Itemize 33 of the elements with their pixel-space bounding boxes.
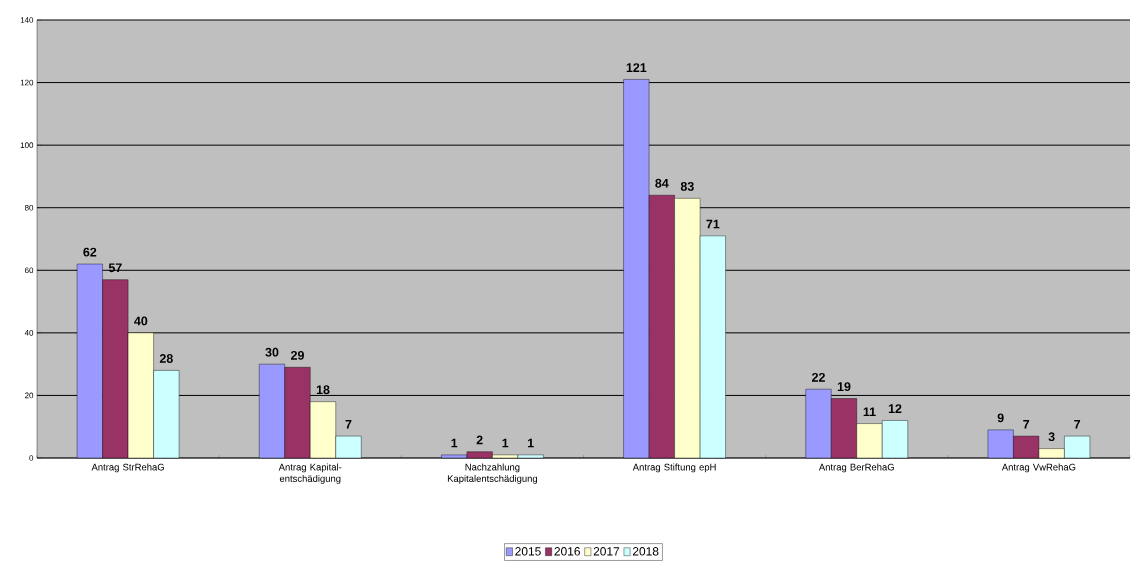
data-label: 40 <box>134 316 148 326</box>
x-tick-label: Antrag BerRehaG <box>818 463 894 473</box>
data-label: 22 <box>812 372 825 382</box>
legend-label: 2015 <box>515 547 541 556</box>
data-label: 7 <box>345 420 352 429</box>
data-label: 11 <box>863 407 876 417</box>
data-label: 84 <box>655 178 669 188</box>
legend-label: 2018 <box>632 547 659 556</box>
data-label: 19 <box>837 382 851 392</box>
data-label: 18 <box>316 385 330 395</box>
data-label: 1 <box>527 438 534 448</box>
legend-label: 2016 <box>554 547 580 556</box>
data-label: 121 <box>626 63 647 72</box>
data-label: 7 <box>1074 420 1081 429</box>
x-tick-label: Antrag StrRehaG <box>91 463 164 473</box>
data-label: 1 <box>502 438 509 448</box>
data-label: 30 <box>265 347 279 357</box>
x-tick-label: Antrag VwRehaG <box>1001 463 1076 473</box>
x-tick-label: Antrag Stiftung epH <box>632 463 716 473</box>
data-label: 7 <box>1023 420 1030 429</box>
data-label: 62 <box>83 247 97 257</box>
data-label: 9 <box>997 413 1004 423</box>
data-label: 1 <box>451 438 458 448</box>
data-label: 71 <box>706 219 720 229</box>
data-label: 3 <box>1048 432 1055 442</box>
data-label: 29 <box>291 350 304 360</box>
legend-label: 2017 <box>593 547 620 556</box>
data-label: 83 <box>680 181 694 191</box>
x-tick-label: Antrag Kapital- entschädigung <box>278 463 342 484</box>
x-tick-label: Nachzahlung Kapitalentschädigung <box>447 463 538 484</box>
data-label: 12 <box>888 404 902 413</box>
data-label: 2 <box>476 435 483 445</box>
data-label: 28 <box>159 354 173 363</box>
